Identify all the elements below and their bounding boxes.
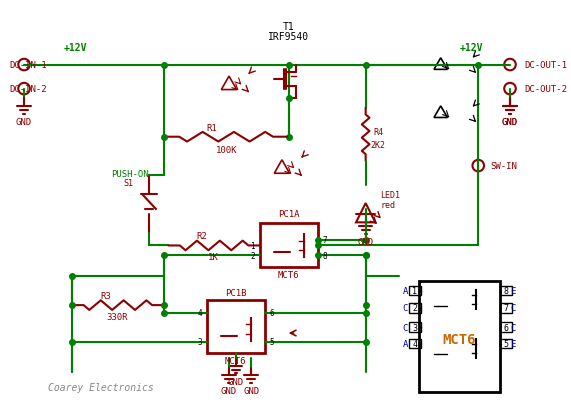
Text: 2K2: 2K2 (371, 140, 385, 150)
Text: S1: S1 (123, 179, 133, 188)
Bar (409, 323, 420, 332)
Text: GND: GND (221, 386, 237, 395)
Text: GND: GND (228, 377, 244, 386)
Text: R4: R4 (373, 128, 383, 137)
Bar (409, 286, 420, 296)
Text: DC-OUT-2: DC-OUT-2 (524, 85, 568, 94)
Text: R2: R2 (196, 232, 207, 241)
Bar (500, 323, 512, 332)
Text: DC-IN-1: DC-IN-1 (10, 61, 47, 70)
Text: MCT6: MCT6 (443, 332, 476, 346)
Text: R3: R3 (100, 291, 111, 300)
Text: 8: 8 (323, 251, 327, 260)
Text: red: red (380, 200, 395, 209)
Text: PC1B: PC1B (225, 288, 247, 297)
Text: PUSH-ON: PUSH-ON (111, 169, 148, 178)
Text: GND: GND (243, 386, 259, 395)
Text: +12V: +12V (63, 43, 87, 53)
Text: 6: 6 (504, 323, 509, 332)
Text: 1: 1 (250, 241, 255, 250)
Text: DC-OUT-1: DC-OUT-1 (524, 61, 568, 70)
Text: +12V: +12V (460, 43, 483, 53)
Text: 1: 1 (412, 287, 417, 295)
Text: A: A (403, 339, 408, 348)
Text: T1: T1 (283, 22, 295, 32)
Bar (207, 301, 264, 354)
Bar (500, 339, 512, 349)
Text: A: A (403, 287, 408, 295)
Text: C: C (403, 323, 408, 332)
Text: 3: 3 (412, 323, 417, 332)
Text: SW-IN: SW-IN (490, 162, 518, 171)
Text: 5: 5 (270, 337, 274, 347)
Bar (500, 286, 512, 296)
Text: PC1A: PC1A (278, 210, 299, 218)
Text: 3: 3 (198, 337, 202, 347)
Text: C: C (403, 304, 408, 313)
Text: 7: 7 (504, 304, 509, 313)
Text: C: C (510, 304, 516, 313)
Text: MCT6: MCT6 (225, 356, 247, 366)
Text: DC-IN-2: DC-IN-2 (10, 85, 47, 94)
Text: Coarey Electronics: Coarey Electronics (48, 382, 154, 392)
Text: GND: GND (502, 118, 518, 126)
Text: GND: GND (357, 237, 373, 247)
Text: 4: 4 (412, 339, 417, 348)
Text: LED1: LED1 (380, 190, 400, 199)
Text: 100K: 100K (215, 145, 237, 154)
Text: E: E (510, 287, 516, 295)
Bar (260, 224, 317, 267)
Text: GND: GND (16, 118, 32, 126)
Text: R1: R1 (206, 123, 217, 132)
Text: C: C (510, 323, 516, 332)
Text: 8: 8 (504, 287, 509, 295)
Text: IRF9540: IRF9540 (268, 32, 309, 42)
Text: 7: 7 (323, 235, 327, 244)
Text: 2: 2 (412, 304, 417, 313)
Text: 4: 4 (198, 309, 202, 318)
Text: 1K: 1K (208, 253, 219, 262)
Bar (409, 339, 420, 349)
Text: 2: 2 (250, 251, 255, 260)
Text: 6: 6 (270, 309, 274, 318)
Bar (500, 304, 512, 313)
Text: E: E (510, 339, 516, 348)
Bar (409, 304, 420, 313)
Text: 5: 5 (504, 339, 509, 348)
Text: 330R: 330R (107, 312, 128, 321)
Bar (419, 281, 500, 392)
Text: MCT6: MCT6 (278, 270, 299, 279)
Text: GND: GND (502, 118, 518, 126)
